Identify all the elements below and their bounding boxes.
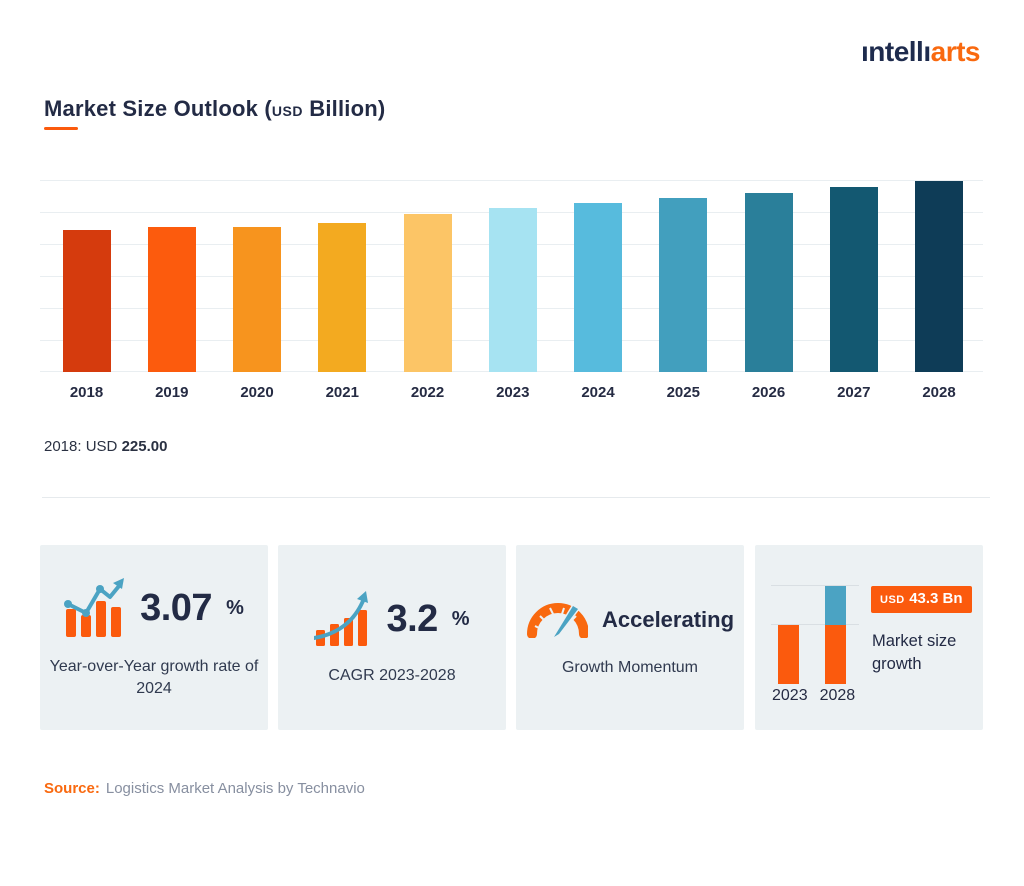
chart-bar-2025[interactable] — [659, 198, 708, 372]
x-axis-label-2020: 2020 — [240, 384, 274, 401]
badge-currency: USD — [880, 594, 905, 606]
chart-gridline — [40, 180, 983, 181]
mini-gridline-top — [771, 585, 859, 586]
x-axis-label-2023: 2023 — [496, 384, 530, 401]
momentum-caption: Growth Momentum — [561, 659, 699, 677]
chart-bar-2018[interactable] — [62, 229, 111, 372]
intelliarts-logo: ıntellıarts — [861, 36, 981, 68]
title-currency: USD — [271, 103, 303, 119]
cagr-percent-sign: % — [451, 608, 470, 631]
section-divider — [42, 497, 990, 498]
x-axis-label-2025: 2025 — [666, 384, 700, 401]
chart-x-axis: 2018 2019 2020 2021 2022 2023 2024 2025 2026 2027… — [40, 384, 983, 404]
logo-text-arts: arts — [930, 36, 981, 67]
x-axis-label-2027: 2027 — [837, 384, 871, 401]
mini-growth-bars-icon — [769, 581, 873, 701]
mini-bar-2028 — [825, 625, 846, 684]
mini-chart-year-labels: 2023 2028 — [769, 687, 873, 705]
yoy-growth-percent-sign: % — [226, 597, 244, 620]
mini-year-2028: 2028 — [819, 687, 856, 704]
cagr-value: 3.2 — [386, 598, 438, 641]
x-axis-label-2021: 2021 — [325, 384, 359, 401]
page-title: Market Size Outlook (USD Billion) — [44, 96, 385, 122]
chart-bar-2028[interactable] — [915, 181, 963, 372]
chart-tooltip-note: 2018: USD 225.00 — [44, 438, 167, 455]
chart-bar-2023[interactable] — [488, 208, 537, 372]
chart-bar-2022[interactable] — [403, 214, 452, 372]
title-prefix: Market Size Outlook ( — [44, 96, 272, 121]
chart-bar-2020[interactable] — [233, 227, 281, 372]
logo-text-intelli: ıntellı — [861, 36, 931, 67]
chart-bar-2021[interactable] — [318, 222, 367, 372]
x-axis-label-2024: 2024 — [581, 384, 615, 401]
x-axis-label-2026: 2026 — [751, 384, 786, 401]
x-axis-label-2028: 2028 — [922, 384, 956, 401]
yoy-growth-caption: Year-over-Year growth rate of 2024 — [49, 658, 259, 697]
card-cagr: 3.2% CAGR 2023-2028 — [278, 545, 506, 730]
title-accent-underline — [44, 127, 78, 130]
bar-chart-trendline-icon — [64, 575, 126, 642]
mini-gridline-mid — [771, 624, 859, 625]
growth-amount-badge: USD 43.3 Bn — [871, 586, 972, 613]
chart-bar-2024[interactable] — [574, 203, 622, 372]
source-text: Logistics Market Analysis by Technavio — [105, 780, 365, 797]
chart-bar-2026[interactable] — [744, 192, 793, 372]
chart-bar-2027[interactable] — [829, 187, 878, 372]
tooltip-currency: USD — [85, 438, 118, 455]
title-suffix: Billion) — [302, 96, 386, 121]
source-line: Source: Logistics Market Analysis by Tech… — [44, 780, 365, 797]
market-size-chart — [40, 180, 983, 373]
momentum-value: Accelerating — [601, 606, 735, 632]
mini-year-2023: 2023 — [772, 687, 808, 704]
card-market-size-growth: 2023 2028 USD 43.3 Bn Market size growth — [755, 545, 983, 730]
card-growth-momentum: Accelerating Growth Momentum — [516, 545, 744, 730]
badge-amount: 43.3 Bn — [909, 590, 963, 607]
mini-bar-2028-growth-segment — [825, 586, 846, 625]
card-yoy-growth: 3.07% Year-over-Year growth rate of 2024 — [40, 545, 268, 730]
source-label: Source: — [44, 780, 100, 797]
x-axis-label-2019: 2019 — [155, 384, 189, 401]
tooltip-year: 2018: — [44, 438, 82, 455]
cagr-caption: CAGR 2023-2028 — [328, 667, 456, 685]
mini-bar-2023 — [778, 625, 799, 684]
tooltip-value: 225.00 — [121, 438, 168, 455]
x-axis-label-2018: 2018 — [69, 384, 104, 401]
bar-chart-up-arrow-icon — [312, 588, 372, 651]
market-size-growth-caption: Market size growth — [872, 632, 957, 674]
yoy-growth-value: 3.07 — [140, 587, 213, 630]
chart-bar-2019[interactable] — [147, 227, 196, 372]
x-axis-label-2022: 2022 — [410, 384, 445, 401]
speedometer-icon — [526, 596, 589, 643]
